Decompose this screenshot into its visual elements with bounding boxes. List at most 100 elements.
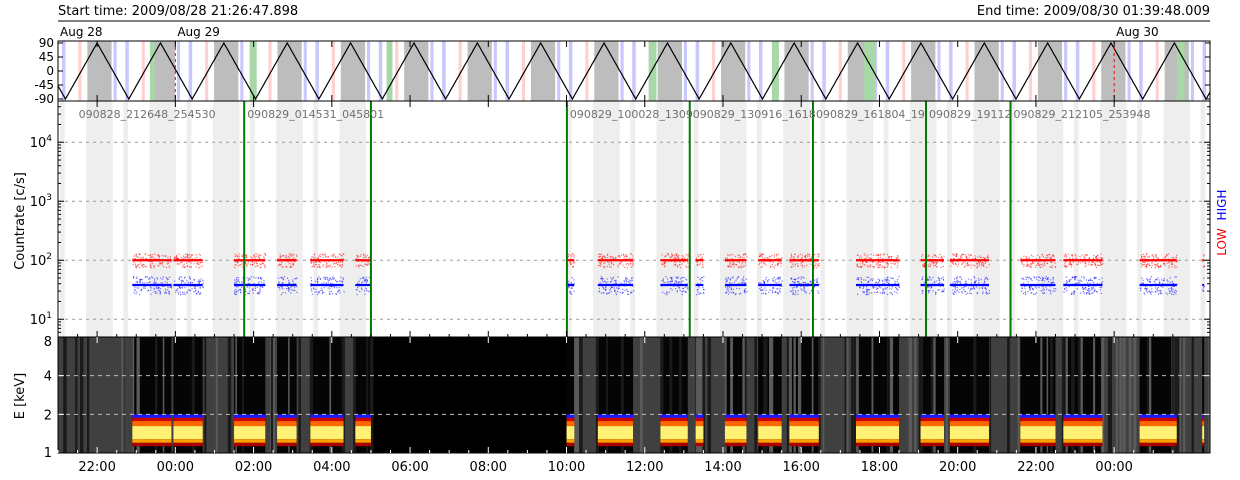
series-point — [1063, 265, 1065, 267]
series-point — [600, 292, 602, 294]
series-point — [198, 282, 200, 284]
series-point — [1043, 280, 1045, 282]
series-point — [1021, 287, 1023, 289]
series-point — [670, 287, 672, 290]
series-point — [619, 291, 621, 293]
series-point — [628, 279, 631, 281]
emission-band-layer — [695, 439, 704, 443]
series-point — [1045, 286, 1047, 288]
series-point — [953, 285, 955, 288]
series-point — [1159, 265, 1162, 267]
series-point — [626, 278, 628, 280]
emission-band-layer — [949, 442, 989, 447]
series-point — [810, 263, 812, 265]
series-point — [895, 286, 897, 289]
emission-band — [920, 414, 945, 447]
series-point — [261, 285, 263, 287]
series-point — [598, 256, 600, 258]
emission-band-layer — [920, 421, 945, 427]
series-point — [965, 293, 967, 295]
spectrogram-stripe — [1179, 337, 1182, 453]
series-point — [734, 264, 736, 266]
series-point — [759, 254, 761, 256]
series-point — [696, 289, 698, 291]
series-point — [193, 285, 195, 288]
series-point — [701, 256, 703, 258]
series-point — [247, 263, 249, 265]
orbit-phase-band — [1012, 41, 1016, 101]
series-point — [1094, 290, 1096, 292]
series-point — [277, 264, 279, 267]
series-point — [146, 258, 148, 260]
series-point — [882, 253, 884, 256]
series-point — [663, 266, 665, 268]
series-point — [879, 254, 881, 257]
spectrogram-stripe — [215, 337, 218, 453]
emission-band-layer — [132, 439, 172, 443]
series-point — [170, 286, 172, 288]
x-tick-label: 04:00 — [313, 460, 350, 475]
series-point — [328, 279, 330, 281]
series-point — [359, 290, 361, 293]
orbit-phase-band — [758, 41, 763, 101]
series-point — [981, 286, 983, 289]
series-point — [1154, 280, 1156, 282]
series-point — [883, 282, 885, 285]
series-point — [956, 287, 958, 289]
series-point — [811, 290, 813, 292]
series-point — [607, 261, 609, 263]
series-point — [1091, 264, 1093, 266]
series-point — [279, 257, 281, 259]
series-point — [1171, 262, 1173, 265]
series-point — [1035, 264, 1037, 266]
series-point — [253, 283, 255, 285]
series-point — [322, 254, 324, 256]
series-point — [1068, 285, 1070, 288]
series-point — [197, 291, 199, 294]
series-point — [263, 280, 265, 282]
series-point — [569, 292, 572, 294]
series-point — [666, 281, 668, 283]
series-point — [662, 278, 664, 280]
series-point — [984, 257, 986, 259]
series-point — [1052, 255, 1054, 257]
series-point — [363, 255, 365, 257]
series-point — [568, 285, 570, 287]
series-point — [816, 281, 819, 283]
series-point — [805, 292, 807, 294]
series-point — [198, 253, 200, 255]
series-point — [1092, 292, 1094, 294]
series-point — [939, 253, 941, 256]
series-point — [986, 277, 988, 280]
series-point — [142, 264, 145, 266]
spectrogram-stripe — [1119, 337, 1122, 453]
series-point — [134, 263, 136, 265]
orbit-phase-band — [378, 41, 383, 101]
series-point — [894, 282, 896, 284]
series-point — [887, 265, 889, 267]
series-point — [1151, 288, 1153, 290]
series-point — [310, 285, 312, 287]
series-point — [729, 291, 731, 293]
series-point — [737, 276, 740, 278]
series-point — [671, 277, 673, 280]
series-point — [1140, 263, 1142, 265]
spectrogram-stripe — [1172, 337, 1174, 453]
series-point — [1066, 290, 1068, 292]
series-point — [805, 291, 807, 293]
series-point — [318, 261, 320, 263]
series-point — [1149, 279, 1151, 281]
series-point — [1145, 290, 1147, 292]
series-point — [800, 278, 802, 280]
series-point — [1051, 265, 1054, 267]
spectrogram-stripe — [724, 337, 727, 453]
series-point — [611, 286, 613, 289]
series-point — [612, 263, 614, 265]
series-point — [898, 284, 900, 286]
series-point — [249, 278, 251, 280]
series-point — [159, 262, 161, 264]
series-point — [337, 256, 339, 258]
series-point — [1032, 288, 1034, 291]
series-point — [1168, 290, 1170, 292]
series-point — [964, 283, 966, 285]
